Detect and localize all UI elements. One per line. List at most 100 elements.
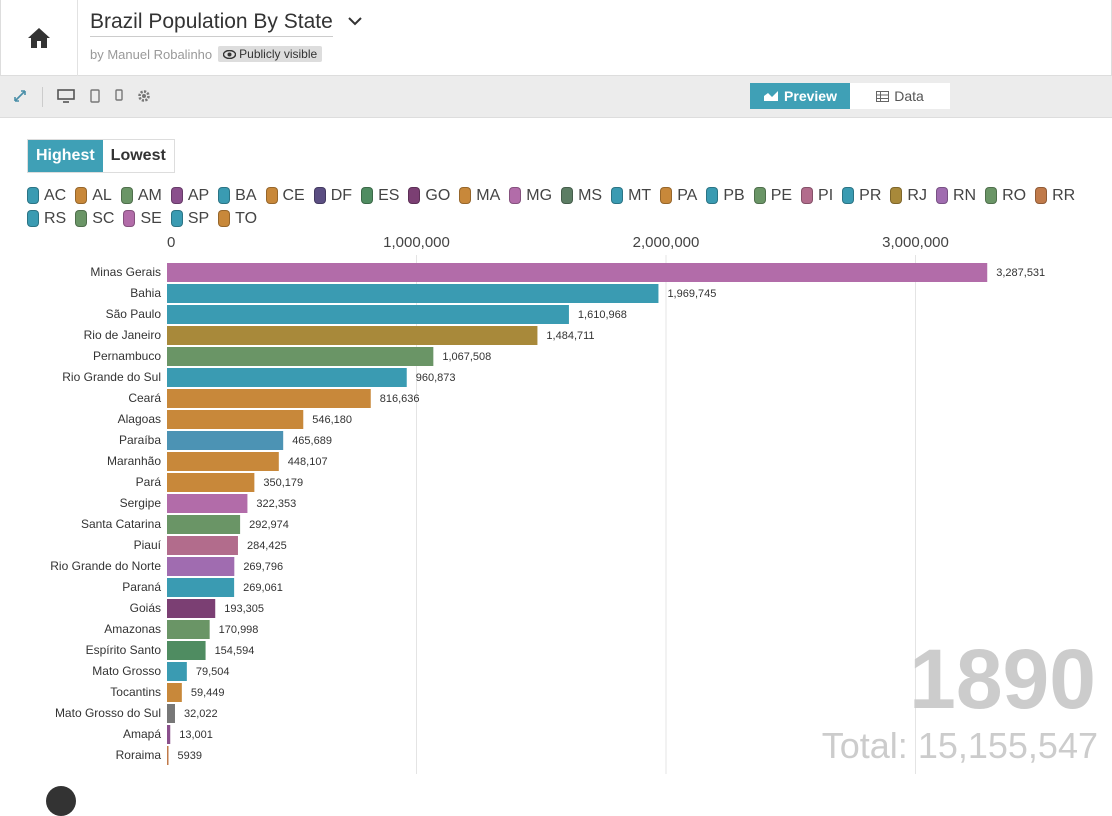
legend-label: AP <box>187 186 210 204</box>
bar <box>167 452 279 471</box>
value-label: 546,180 <box>312 414 352 426</box>
legend-swatch <box>27 210 39 227</box>
view-tabs: Preview Data <box>750 83 950 109</box>
legend-item-mg[interactable]: MG <box>509 186 552 205</box>
legend-swatch <box>170 210 183 227</box>
legend-label: SE <box>140 209 162 227</box>
legend-item-es[interactable]: ES <box>361 186 399 205</box>
legend-item-pr[interactable]: PR <box>842 186 881 205</box>
category-label: Rio de Janeiro <box>84 328 162 342</box>
value-label: 1,067,508 <box>442 351 491 363</box>
bar <box>167 326 538 345</box>
legend-item-to[interactable]: TO <box>218 209 257 228</box>
legend-swatch <box>890 187 903 204</box>
tablet-icon[interactable] <box>90 89 100 103</box>
legend-item-se[interactable]: SE <box>123 209 162 228</box>
value-label: 3,287,531 <box>996 267 1045 279</box>
value-label: 193,305 <box>224 603 264 615</box>
legend-item-pb[interactable]: PB <box>706 186 745 205</box>
legend-swatch <box>265 187 278 204</box>
lowest-button[interactable]: Lowest <box>102 140 174 172</box>
legend-swatch <box>313 187 326 204</box>
category-label: São Paulo <box>106 307 162 321</box>
legend-label: DF <box>330 186 353 204</box>
legend-swatch <box>361 187 374 204</box>
legend-swatch <box>1035 187 1048 204</box>
legend-item-ro[interactable]: RO <box>985 186 1026 205</box>
legend-item-pa[interactable]: PA <box>660 186 697 205</box>
legend-label: RR <box>1052 186 1076 204</box>
value-label: 350,179 <box>263 477 303 489</box>
category-label: Piauí <box>134 538 162 552</box>
legend-item-ms[interactable]: MS <box>561 186 602 205</box>
chart-legend: AC AL AM AP BA CE DF ES GO MA MG MS MT PA PB PE PI PR RJ RN… <box>27 186 1097 228</box>
legend-item-mt[interactable]: MT <box>611 186 651 205</box>
legend-item-rs[interactable]: RS <box>27 209 66 228</box>
category-label: Rio Grande do Norte <box>50 559 161 573</box>
legend-item-pi[interactable]: PI <box>801 186 833 205</box>
visibility-badge: Publicly visible <box>218 46 323 62</box>
legend-item-rn[interactable]: RN <box>935 186 976 205</box>
legend-item-am[interactable]: AM <box>120 186 162 205</box>
legend-label: AC <box>44 186 67 204</box>
category-label: Amapá <box>123 727 161 741</box>
tab-data[interactable]: Data <box>850 83 950 109</box>
bar <box>167 746 169 765</box>
desktop-icon[interactable] <box>57 89 75 103</box>
legend-label: AM <box>137 186 162 204</box>
value-label: 59,449 <box>191 687 225 699</box>
bar <box>167 662 187 681</box>
legend-item-rj[interactable]: RJ <box>890 186 927 205</box>
legend-label: RS <box>44 209 67 227</box>
page-title[interactable]: Brazil Population By State <box>90 10 333 37</box>
bar <box>167 620 210 639</box>
bar <box>167 725 171 744</box>
legend-item-al[interactable]: AL <box>75 186 112 205</box>
legend-swatch <box>753 187 766 204</box>
legend-item-df[interactable]: DF <box>313 186 353 205</box>
home-button[interactable] <box>1 0 78 76</box>
legend-swatch <box>706 187 719 204</box>
legend-swatch <box>408 187 421 204</box>
category-label: Paraíba <box>119 433 161 447</box>
value-label: 13,001 <box>179 729 213 741</box>
legend-item-ba[interactable]: BA <box>218 186 257 205</box>
legend-label: PB <box>723 186 745 204</box>
legend-swatch <box>75 210 88 227</box>
category-label: Amazonas <box>104 622 161 636</box>
bar <box>167 284 659 303</box>
phone-icon[interactable] <box>115 89 123 101</box>
expand-icon[interactable] <box>13 89 27 103</box>
category-label: Mato Grosso <box>92 664 161 678</box>
legend-swatch <box>75 187 88 204</box>
gear-icon[interactable] <box>137 89 151 103</box>
value-label: 1,969,745 <box>667 288 716 300</box>
legend-swatch <box>218 210 231 227</box>
legend-label: MA <box>476 186 501 204</box>
legend-item-ce[interactable]: CE <box>265 186 305 205</box>
tab-preview[interactable]: Preview <box>750 83 850 109</box>
legend-item-sc[interactable]: SC <box>75 209 114 228</box>
highest-button[interactable]: Highest <box>28 140 103 172</box>
total-label: Total: 15,155,547 <box>821 725 1098 766</box>
toolbar: Preview Data <box>0 76 1112 118</box>
value-label: 79,504 <box>196 666 230 678</box>
bar <box>167 515 241 534</box>
value-label: 154,594 <box>215 645 255 657</box>
category-label: Goiás <box>130 601 161 615</box>
value-label: 448,107 <box>288 456 328 468</box>
eye-icon <box>223 49 237 59</box>
legend-item-ap[interactable]: AP <box>170 186 210 205</box>
legend-item-sp[interactable]: SP <box>170 209 210 228</box>
legend-item-rr[interactable]: RR <box>1035 186 1075 205</box>
legend-item-pe[interactable]: PE <box>753 186 792 205</box>
legend-item-go[interactable]: GO <box>408 186 450 205</box>
legend-label: MG <box>526 186 553 204</box>
legend-label: SP <box>187 209 210 227</box>
legend-item-ma[interactable]: MA <box>459 186 500 205</box>
legend-item-ac[interactable]: AC <box>27 186 66 205</box>
legend-label: RO <box>1002 186 1027 204</box>
legend-swatch <box>459 187 472 204</box>
x-tick-label: 2,000,000 <box>633 234 700 251</box>
chevron-down-icon[interactable] <box>347 13 363 31</box>
